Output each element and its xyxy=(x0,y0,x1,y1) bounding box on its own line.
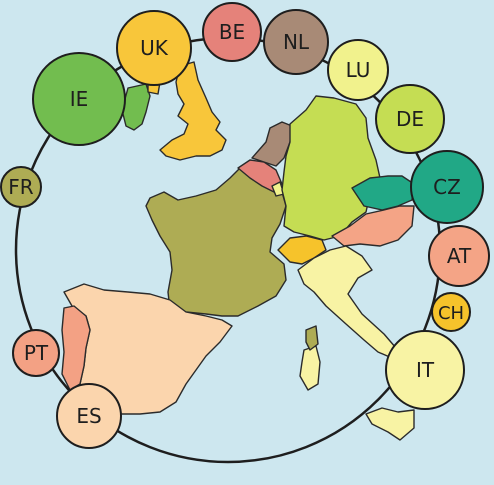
bubble-ch-label: CH xyxy=(438,303,464,324)
bubble-de[interactable]: DE xyxy=(375,84,445,154)
bubble-cz[interactable]: CZ xyxy=(410,150,484,224)
bubble-pt-label: PT xyxy=(24,341,49,365)
country-bubbles: IE UK BE NL LU DE FR CZ xyxy=(0,2,490,449)
country-france xyxy=(145,167,287,317)
bubble-it[interactable]: IT xyxy=(385,330,465,410)
country-italy-sardinia xyxy=(299,345,321,391)
country-uk xyxy=(159,61,227,161)
bubble-ie[interactable]: IE xyxy=(32,52,126,146)
bubble-be-label: BE xyxy=(219,20,245,44)
bubble-it-label: IT xyxy=(416,358,435,382)
bubble-uk[interactable]: UK xyxy=(116,10,192,86)
country-portugal xyxy=(61,305,91,391)
bubble-de-label: DE xyxy=(396,107,424,131)
bubble-lu-label: LU xyxy=(346,58,371,82)
country-italy-sicily xyxy=(365,407,415,441)
bubble-be[interactable]: BE xyxy=(202,2,262,62)
bubble-uk-label: UK xyxy=(140,36,169,60)
bubble-ch[interactable]: CH xyxy=(431,292,471,332)
country-italy xyxy=(297,245,397,359)
bubble-at-label: AT xyxy=(447,244,472,268)
country-germany xyxy=(281,95,381,241)
country-shapes xyxy=(61,61,415,441)
bubble-nl-label: NL xyxy=(283,30,310,54)
bubble-cz-label: CZ xyxy=(433,175,461,199)
country-austria xyxy=(331,205,415,247)
country-france-corsica xyxy=(305,325,319,351)
bubble-fr[interactable]: FR xyxy=(0,166,42,208)
bubble-at[interactable]: AT xyxy=(428,225,490,287)
bubble-es-label: ES xyxy=(76,404,101,428)
bubble-pt[interactable]: PT xyxy=(12,329,60,377)
bubble-lu[interactable]: LU xyxy=(327,39,389,101)
bubble-fr-label: FR xyxy=(8,175,34,199)
bubble-nl[interactable]: NL xyxy=(263,9,329,75)
country-switzerland xyxy=(277,235,327,265)
bubble-ie-label: IE xyxy=(70,87,89,111)
bubble-es[interactable]: ES xyxy=(56,383,122,449)
